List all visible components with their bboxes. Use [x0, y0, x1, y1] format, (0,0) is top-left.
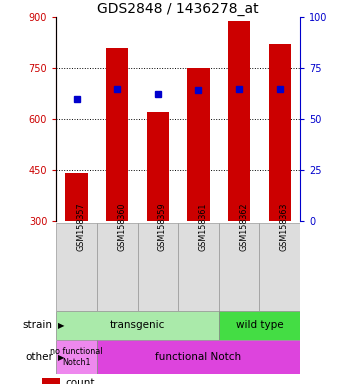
- Text: strain: strain: [23, 320, 53, 331]
- FancyBboxPatch shape: [219, 223, 260, 311]
- Text: GSM158359: GSM158359: [158, 203, 167, 252]
- FancyBboxPatch shape: [137, 223, 178, 311]
- FancyBboxPatch shape: [97, 223, 137, 311]
- Bar: [106, 48, 129, 221]
- Text: GSM158361: GSM158361: [198, 203, 207, 251]
- FancyBboxPatch shape: [219, 311, 300, 340]
- Text: wild type: wild type: [236, 320, 283, 331]
- Bar: [147, 112, 169, 221]
- Text: count: count: [65, 378, 95, 384]
- Bar: [228, 21, 250, 221]
- Text: GSM158360: GSM158360: [117, 203, 126, 251]
- Text: other: other: [25, 352, 53, 362]
- Text: transgenic: transgenic: [110, 320, 165, 331]
- Text: ▶: ▶: [58, 353, 64, 362]
- Bar: [42, 378, 59, 384]
- FancyBboxPatch shape: [56, 311, 219, 340]
- Text: ▶: ▶: [58, 321, 64, 330]
- FancyBboxPatch shape: [56, 223, 97, 311]
- Text: GSM158362: GSM158362: [239, 203, 248, 252]
- Title: GDS2848 / 1436278_at: GDS2848 / 1436278_at: [98, 2, 259, 16]
- FancyBboxPatch shape: [260, 223, 300, 311]
- FancyBboxPatch shape: [56, 340, 97, 374]
- FancyBboxPatch shape: [97, 340, 300, 374]
- Text: functional Notch: functional Notch: [155, 352, 241, 362]
- Text: no functional
Notch1: no functional Notch1: [50, 348, 103, 367]
- Bar: [269, 45, 291, 221]
- Text: GSM158363: GSM158363: [280, 203, 289, 251]
- Bar: [65, 173, 88, 221]
- Text: GSM158357: GSM158357: [77, 203, 86, 252]
- FancyBboxPatch shape: [178, 223, 219, 311]
- Bar: [187, 68, 210, 221]
